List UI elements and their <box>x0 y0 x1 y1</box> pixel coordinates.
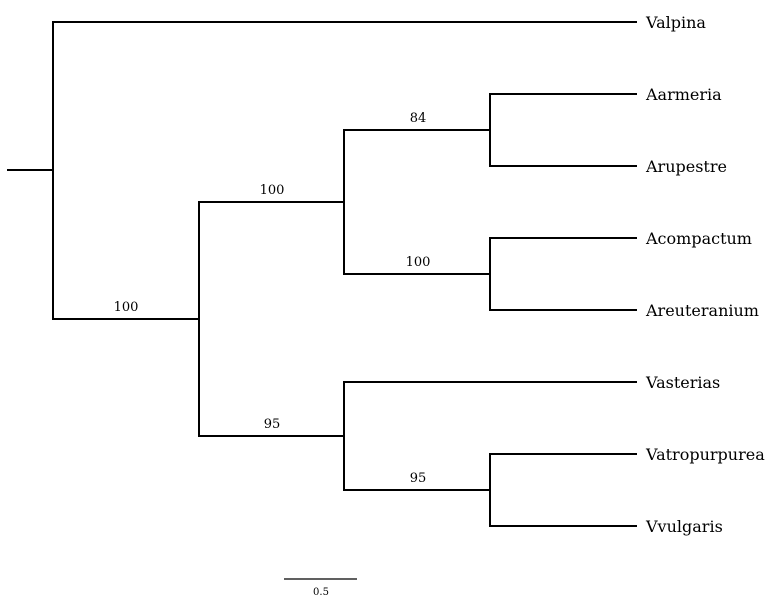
support-v-clade: 95 <box>264 417 281 432</box>
tip-label-acompactum: Acompactum <box>645 229 752 248</box>
scale-bar-label: 0.5 <box>313 587 329 598</box>
tip-label-areuteranium: Areuteranium <box>645 301 759 320</box>
tip-label-arupestre: Arupestre <box>645 157 727 176</box>
tip-label-vvulgaris: Vvulgaris <box>645 517 723 536</box>
tip-label-vasterias: Vasterias <box>645 373 720 392</box>
support-ingroup: 100 <box>114 300 139 315</box>
support-a-clade: 100 <box>260 183 285 198</box>
support-vatropurpurea-vvulgaris: 95 <box>410 471 427 486</box>
support-aarmeria-arupestre: 84 <box>410 111 427 126</box>
tip-label-valpina: Valpina <box>645 13 706 32</box>
tip-label-aarmeria: Aarmeria <box>645 85 722 104</box>
support-acompactum-areuteranium: 100 <box>406 255 431 270</box>
tip-label-vatropurpurea: Vatropurpurea <box>645 445 765 464</box>
